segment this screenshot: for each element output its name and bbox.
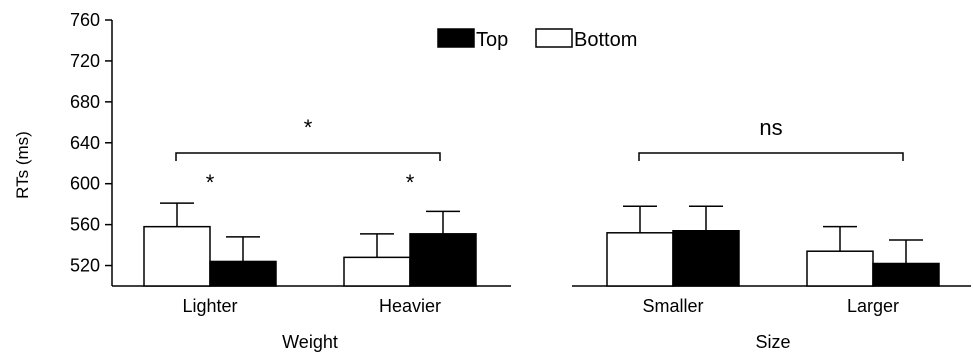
- legend-label: Top: [476, 29, 508, 51]
- y-tick-label: 720: [70, 51, 100, 71]
- category-label: Heavier: [379, 296, 441, 316]
- legend-label: Bottom: [574, 29, 637, 51]
- bar: [409, 233, 477, 287]
- category-label: Larger: [847, 296, 899, 316]
- y-tick-label: 680: [70, 92, 100, 112]
- group-title: Size: [755, 332, 790, 352]
- y-tick-label: 520: [70, 256, 100, 276]
- legend: Top Bottom: [437, 28, 637, 51]
- legend-swatch: [437, 28, 475, 48]
- category-label: Lighter: [182, 296, 237, 316]
- bar: [872, 262, 940, 287]
- significance-bracket: [175, 152, 441, 161]
- significance-label: *: [304, 115, 313, 140]
- y-tick-label: 600: [70, 174, 100, 194]
- category-label: Smaller: [642, 296, 703, 316]
- group-title: Weight: [282, 332, 338, 352]
- significance-marker: *: [206, 170, 215, 195]
- y-tick-label: 640: [70, 133, 100, 153]
- bar: [143, 225, 211, 287]
- y-tick-label: 560: [70, 215, 100, 235]
- bar: [343, 256, 411, 287]
- significance-bracket: [638, 152, 904, 161]
- bars: [143, 202, 940, 287]
- bar: [672, 230, 740, 287]
- y-tick-label: 760: [70, 10, 100, 30]
- significance-annotations: * * * ns: [175, 115, 904, 195]
- category-labels: Lighter Heavier Weight Smaller Larger Size: [182, 296, 899, 352]
- legend-swatch: [535, 28, 573, 48]
- y-axis-label: RTs (ms): [13, 131, 32, 199]
- bar: [606, 232, 674, 287]
- bar: [209, 260, 277, 287]
- significance-label: ns: [759, 115, 782, 140]
- significance-marker: *: [406, 170, 415, 195]
- y-axis-ticks: 520 560 600 640 680 720 760: [70, 10, 112, 276]
- bar: [806, 250, 874, 287]
